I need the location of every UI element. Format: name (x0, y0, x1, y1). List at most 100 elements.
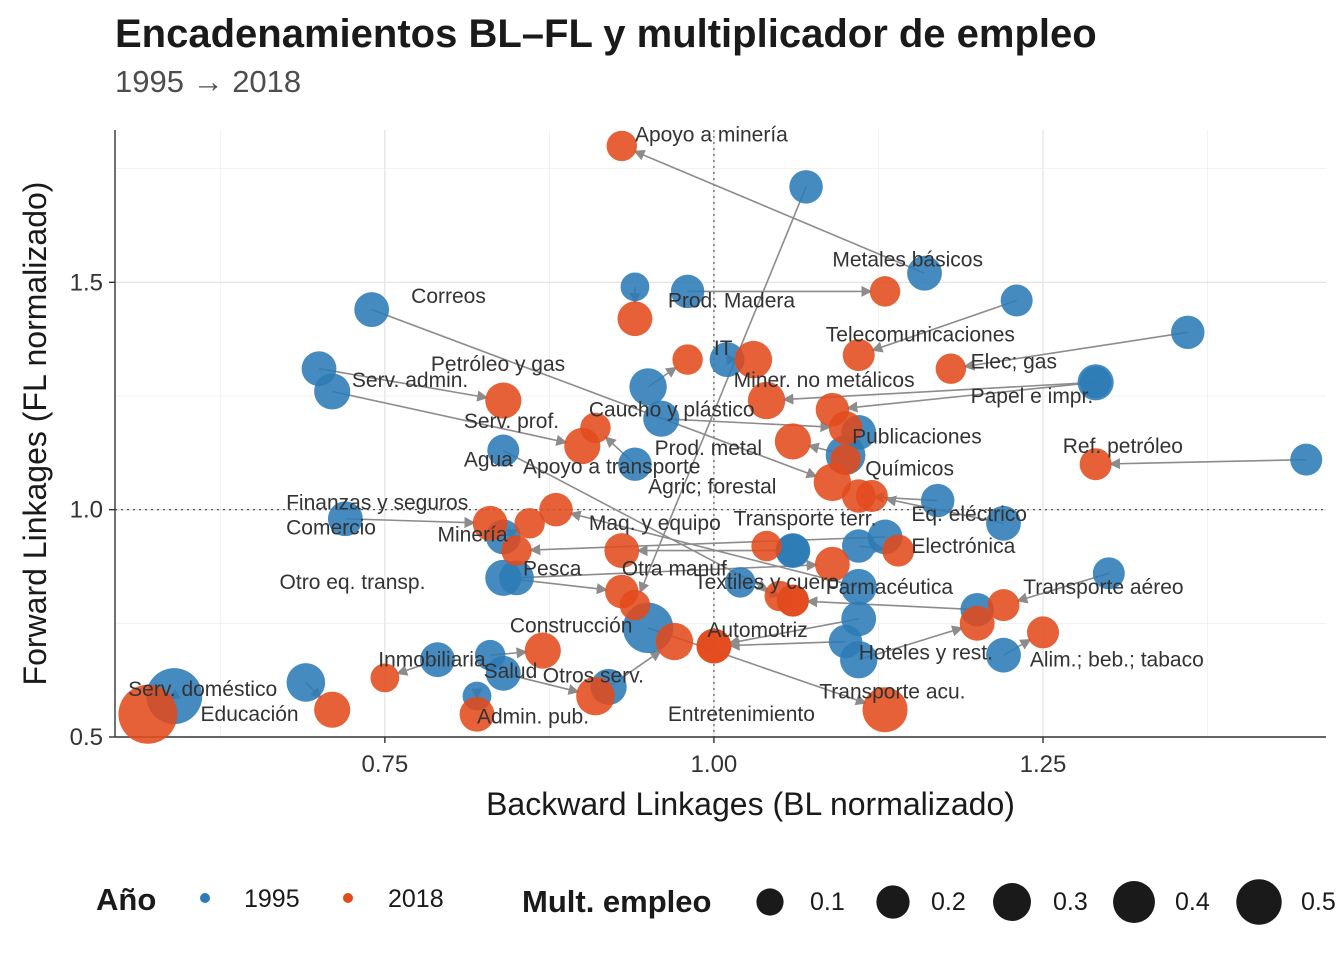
arrow-automotriz (728, 617, 859, 647)
point-1995-papel-e-impr (1079, 366, 1112, 399)
point-2018-mineria (501, 535, 532, 566)
label-agua: Agua (464, 448, 513, 471)
point-2018-alim-beb-tabaco (1026, 616, 1059, 649)
label-finanzas-y-seguros: Finanzas y seguros (286, 492, 468, 515)
label-telecomunicaciones: Telecomunicaciones (826, 323, 1015, 346)
legend-color-title: Año (96, 882, 156, 917)
arrow-serv-admin (318, 367, 489, 402)
arrow-pesca (516, 559, 818, 579)
point-2018-transporte-terr (751, 530, 782, 562)
point-1995-inmobiliaria (420, 642, 455, 678)
label-prod-madera: Prod. Madera (668, 289, 796, 312)
label-serv-prof: Serv. prof. (464, 410, 559, 433)
point-2018-prod-madera (734, 340, 773, 379)
label-petroleo-y-gas: Petróleo y gas (431, 353, 565, 376)
arrow-mineria (529, 536, 886, 556)
y-tick-label: 0.5 (70, 724, 103, 751)
label-ref-petroleo: Ref. petróleo (1063, 435, 1183, 458)
point-1995-electronica (841, 529, 876, 563)
point-2018-otros-serv (655, 622, 694, 661)
label-educacion: Educación (201, 703, 299, 726)
legend-label-2018: 2018 (388, 885, 444, 913)
label-miner-no-metalicos: Miner. no metálicos (734, 369, 915, 392)
point-1995-correos (620, 272, 650, 302)
label-otra-manuf: Otra manuf. (622, 558, 733, 581)
point-1995-elec-gas (1171, 315, 1205, 350)
point-2018-agric-forestal (813, 463, 852, 502)
label-transporte-acu: Transporte acu. (819, 680, 965, 703)
label-mineria: Minería (437, 523, 507, 546)
point-1995-agua (487, 434, 520, 467)
label-farmaceutica: Farmacéutica (826, 576, 954, 599)
point-1995-petroleo-y-gas (789, 170, 823, 204)
point-1995-eq-electrico (986, 505, 1021, 541)
point-2018-farmaceutica (776, 584, 809, 617)
arrow-apoyo-a-mineria (633, 149, 925, 274)
point-1995-quimicos (920, 483, 955, 518)
label-alim-beb-tabaco: Alim.; beb.; tabaco (1030, 649, 1204, 672)
point-2018-electronica (882, 534, 915, 567)
legend-size-key (993, 883, 1031, 921)
legend-key-2018 (343, 893, 353, 903)
point-1995-entretenimiento (828, 624, 863, 659)
data-points (118, 130, 1323, 744)
point-1995-otro-eq-transp (485, 559, 522, 596)
point-1995-telecomunicaciones (1000, 284, 1033, 317)
label-serv-admin: Serv. admin. (352, 369, 468, 392)
point-2018-telecomunicaciones (842, 339, 875, 372)
label-caucho-y-plastico: Caucho y plástico (589, 398, 755, 421)
arrow-elec-gas (963, 331, 1188, 371)
point-1995-agric-forestal (354, 292, 390, 328)
arrow-petroleo-y-gas (638, 186, 807, 594)
label-otro-eq-transp: Otro eq. transp. (280, 571, 426, 594)
label-hoteles-y-rest: Hoteles y rest. (859, 642, 993, 665)
label-it: IT (714, 337, 733, 360)
point-2018-apoyo-a-mineria (606, 130, 638, 162)
arrow-otra-manuf (569, 510, 859, 588)
label-construccion: Construcción (510, 614, 633, 637)
point-1995-alim-beb-tabaco (986, 637, 1021, 673)
label-inmobiliaria: Inmobiliaria (378, 649, 486, 672)
point-1995-metales-basicos (670, 274, 705, 309)
legend-label-1995: 1995 (244, 885, 300, 913)
legend-size-label: 0.4 (1175, 888, 1210, 916)
point-1995-comercio (327, 501, 363, 537)
label-correos: Correos (411, 285, 486, 308)
legend-size-key (1113, 881, 1155, 923)
x-tick-label: 0.75 (361, 751, 408, 778)
point-2018-finanzas-y-seguros (514, 508, 545, 539)
arrow-agric-forestal (371, 308, 818, 479)
point-2018-entretenimiento (696, 628, 732, 664)
point-2018-serv-domestico (118, 684, 178, 744)
label-transporte-aereo: Transporte aéreo (1023, 576, 1183, 599)
point-2018-transporte-acu (576, 676, 615, 716)
point-1995-it (629, 368, 667, 406)
legend-size-label: 0.2 (931, 888, 966, 916)
legend-size-label: 0.5 (1301, 888, 1336, 916)
y-tick-label: 1.5 (70, 269, 103, 296)
point-2018-correos (617, 301, 653, 337)
legend-size-key (876, 885, 910, 919)
point-1995-transporte-terr (776, 533, 810, 568)
arrow-serv-prof (332, 390, 568, 446)
chart-subtitle: 1995 → 2018 (115, 64, 302, 99)
point-2018-educacion (314, 691, 351, 728)
point-2018-construccion (862, 687, 908, 733)
label-comercio: Comercio (286, 517, 376, 540)
arrow-papel-e-impr (846, 381, 1096, 413)
x-tick-label: 1.25 (1020, 751, 1067, 778)
legend-size-key (1236, 879, 1282, 925)
point-1995-transporte-aereo (1092, 557, 1125, 590)
label-publicaciones: Publicaciones (852, 426, 982, 449)
point-2018-otro-eq-transp (605, 574, 639, 609)
x-axis-title: Backward Linkages (BL normalizado) (486, 786, 1015, 822)
point-2018-apoyo-a-transporte (580, 412, 611, 444)
point-1995-apoyo-a-transporte (618, 447, 652, 481)
point-2018-inmobiliaria (370, 663, 400, 693)
point-2018-prod-metal (774, 423, 811, 460)
point-2018-transporte-aereo (987, 589, 1020, 622)
label-elec-gas: Elec; gas (971, 351, 1057, 374)
point-1995-caucho-y-plastico (643, 400, 680, 437)
label-papel-e-impr: Papel e impr. (971, 385, 1094, 408)
arrow-comercio (345, 516, 476, 529)
